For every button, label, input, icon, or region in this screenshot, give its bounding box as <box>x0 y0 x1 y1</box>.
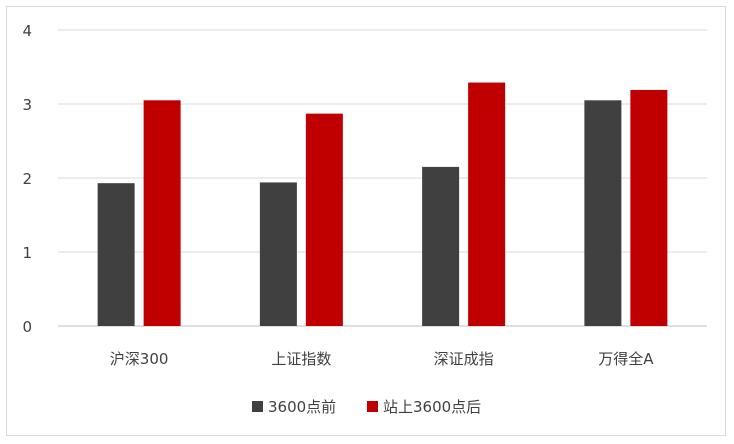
x-tick-label: 上证指数 <box>271 350 331 368</box>
bar <box>630 89 668 326</box>
bar <box>468 82 506 326</box>
x-axis: 沪深300 上证指数 深证成指 万得全A <box>110 350 654 368</box>
y-tick-label: 3 <box>22 96 32 114</box>
bar <box>259 182 297 326</box>
bar <box>97 183 135 326</box>
x-tick-label: 沪深300 <box>110 350 169 368</box>
x-tick-label: 深证成指 <box>434 350 494 368</box>
y-axis: 0 1 2 3 4 <box>22 22 32 336</box>
bar <box>305 113 343 327</box>
y-tick-label: 2 <box>22 170 32 188</box>
legend-swatch <box>367 401 378 412</box>
bar <box>422 166 460 326</box>
legend: 3600点前 站上3600点后 <box>252 398 481 416</box>
bars <box>97 82 668 327</box>
y-tick-label: 0 <box>22 318 32 336</box>
y-tick-label: 4 <box>22 22 32 40</box>
x-tick-label: 万得全A <box>598 350 654 368</box>
legend-label: 3600点前 <box>268 398 336 416</box>
y-tick-label: 1 <box>22 244 32 262</box>
legend-swatch <box>252 401 263 412</box>
bar <box>584 100 622 326</box>
bar <box>143 100 181 326</box>
legend-label: 站上3600点后 <box>383 398 481 416</box>
